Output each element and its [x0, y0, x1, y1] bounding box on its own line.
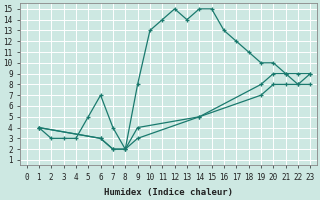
X-axis label: Humidex (Indice chaleur): Humidex (Indice chaleur) — [104, 188, 233, 197]
